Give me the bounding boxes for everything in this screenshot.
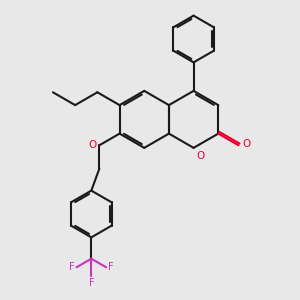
Text: O: O <box>242 139 250 149</box>
Text: F: F <box>88 278 94 288</box>
Text: F: F <box>69 262 74 272</box>
Text: F: F <box>108 262 114 272</box>
Text: O: O <box>89 140 97 150</box>
Text: O: O <box>196 151 205 161</box>
